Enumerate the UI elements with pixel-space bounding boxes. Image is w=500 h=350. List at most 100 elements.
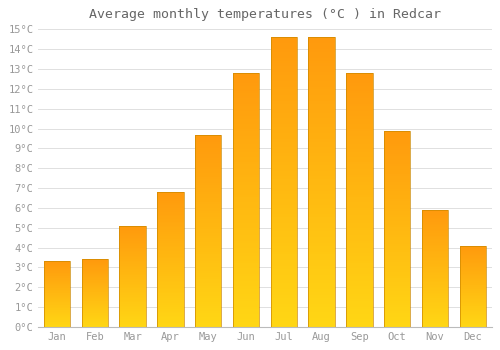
Bar (44, 318, 70, 319)
Bar (82, 286, 108, 287)
Bar (460, 298, 486, 299)
Bar (270, 118, 297, 121)
Bar (270, 234, 297, 237)
Bar (270, 84, 297, 86)
Bar (82, 318, 108, 319)
Bar (82, 311, 108, 312)
Bar (422, 296, 448, 298)
Bar (308, 292, 335, 295)
Bar (422, 236, 448, 237)
Bar (270, 237, 297, 240)
Bar (157, 207, 184, 208)
Bar (120, 265, 146, 266)
Bar (44, 292, 70, 293)
Bar (308, 280, 335, 284)
Bar (346, 73, 372, 327)
Bar (157, 215, 184, 216)
Bar (44, 274, 70, 275)
Bar (346, 281, 372, 284)
Bar (460, 246, 486, 247)
Bar (120, 315, 146, 316)
Bar (422, 280, 448, 281)
Bar (157, 299, 184, 300)
Bar (460, 286, 486, 287)
Bar (308, 121, 335, 124)
Bar (422, 301, 448, 302)
Bar (233, 154, 260, 157)
Bar (346, 202, 372, 205)
Bar (308, 243, 335, 246)
Bar (120, 310, 146, 311)
Bar (233, 129, 260, 131)
Bar (422, 278, 448, 279)
Bar (422, 307, 448, 308)
Bar (384, 140, 410, 142)
Bar (157, 302, 184, 304)
Bar (44, 306, 70, 307)
Bar (384, 323, 410, 325)
Bar (422, 234, 448, 236)
Bar (157, 305, 184, 307)
Bar (44, 295, 70, 296)
Bar (157, 258, 184, 259)
Bar (422, 324, 448, 326)
Bar (233, 121, 260, 124)
Bar (384, 305, 410, 307)
Bar (157, 197, 184, 199)
Bar (384, 131, 410, 133)
Bar (384, 215, 410, 217)
Bar (346, 246, 372, 248)
Bar (422, 266, 448, 267)
Bar (157, 203, 184, 204)
Bar (346, 96, 372, 98)
Bar (157, 308, 184, 309)
Bar (195, 175, 222, 177)
Bar (120, 264, 146, 265)
Bar (346, 101, 372, 104)
Bar (346, 141, 372, 144)
Bar (195, 306, 222, 308)
Bar (422, 282, 448, 284)
Bar (233, 86, 260, 88)
Bar (422, 241, 448, 243)
Bar (460, 290, 486, 291)
Bar (233, 149, 260, 152)
Bar (308, 136, 335, 139)
Bar (308, 315, 335, 318)
Bar (44, 313, 70, 314)
Bar (157, 259, 184, 261)
Bar (195, 294, 222, 296)
Bar (270, 298, 297, 301)
Bar (233, 281, 260, 284)
Bar (384, 211, 410, 213)
Bar (120, 309, 146, 310)
Bar (460, 293, 486, 294)
Bar (308, 307, 335, 309)
Bar (157, 265, 184, 266)
Bar (270, 145, 297, 147)
Bar (460, 280, 486, 281)
Bar (195, 146, 222, 148)
Bar (346, 294, 372, 296)
Bar (270, 304, 297, 307)
Bar (384, 203, 410, 205)
Bar (233, 210, 260, 212)
Bar (460, 296, 486, 297)
Bar (346, 276, 372, 279)
Bar (270, 211, 297, 214)
Bar (120, 288, 146, 289)
Bar (157, 245, 184, 246)
Bar (422, 309, 448, 310)
Bar (195, 192, 222, 194)
Bar (120, 238, 146, 239)
Bar (460, 268, 486, 269)
Bar (346, 240, 372, 243)
Bar (195, 221, 222, 223)
Bar (120, 227, 146, 228)
Bar (308, 237, 335, 240)
Bar (233, 208, 260, 210)
Bar (120, 271, 146, 272)
Bar (157, 202, 184, 203)
Bar (44, 324, 70, 325)
Bar (346, 286, 372, 289)
